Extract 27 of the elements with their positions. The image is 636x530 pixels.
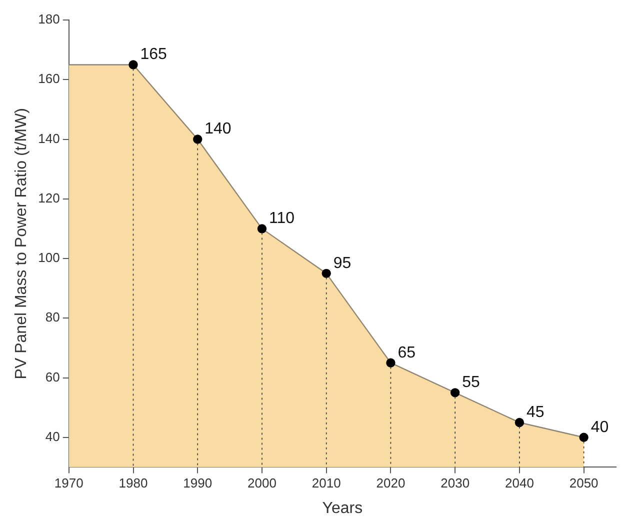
y-tick-label: 120 [38,190,60,206]
data-label: 110 [268,210,295,228]
data-label: 45 [526,404,544,421]
x-tick-label: 2030 [440,476,470,491]
y-tick-label: 140 [38,130,60,146]
y-tick-label: 60 [45,369,60,384]
x-tick-label: 1970 [54,476,84,491]
x-tick-label: 2020 [376,476,406,491]
data-label: 95 [333,254,352,272]
x-tick-label: 1990 [183,476,212,491]
y-tick-label: 160 [38,71,60,86]
x-tick-label: 2050 [569,476,598,491]
y-tick-label: 180 [38,12,60,27]
x-tick-label: 1980 [118,476,148,491]
y-tick-label: 80 [45,310,60,325]
data-label: 140 [204,120,232,138]
data-label: 55 [462,374,480,392]
x-tick-label: 2040 [504,476,534,491]
data-label: 65 [398,344,416,362]
data-label: 40 [590,418,609,436]
y-axis-title: PV Panel Mass to Power Ratio (t/MW) [13,108,30,380]
data-label: 165 [140,46,168,64]
x-tick-label: 2010 [312,476,341,491]
x-axis-title: Years [322,500,363,517]
x-tick-label: 2000 [248,476,276,491]
y-tick-label: 100 [38,250,60,266]
y-tick-label: 40 [45,428,60,444]
